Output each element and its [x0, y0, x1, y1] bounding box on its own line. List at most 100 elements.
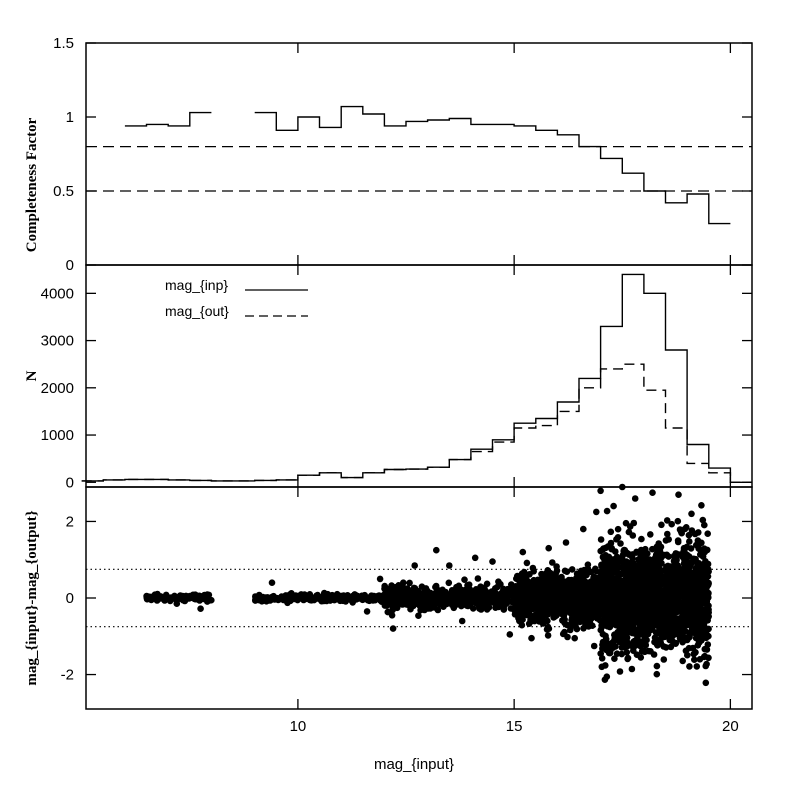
scatter-point	[688, 570, 696, 577]
scatter-point	[602, 552, 609, 559]
scatter-point	[622, 582, 630, 590]
scatter-point	[658, 559, 665, 567]
scatter-point	[672, 564, 679, 571]
scatter-point	[682, 569, 690, 576]
scatter-point	[670, 557, 678, 565]
scatter-point	[620, 546, 628, 554]
scatter-point	[687, 559, 694, 567]
scatter-point	[680, 600, 687, 608]
scatter-point	[614, 554, 621, 562]
scatter-point	[663, 517, 671, 524]
scatter-point	[539, 618, 547, 626]
scatter-point	[660, 656, 668, 663]
scatter-point	[571, 579, 579, 587]
scatter-point	[337, 595, 344, 602]
scatter-point	[197, 605, 204, 612]
scatter-point	[679, 657, 686, 665]
scatter-point	[585, 623, 592, 630]
scatter-point	[208, 596, 215, 604]
scatter-point	[461, 576, 468, 583]
scatter-point	[500, 596, 507, 604]
scatter-point	[557, 600, 565, 608]
series-line-0	[124, 105, 731, 225]
scatter-point	[633, 651, 641, 658]
scatter-point	[625, 528, 633, 536]
scatter-point	[657, 624, 664, 632]
scatter-point	[627, 559, 635, 567]
scatter-point	[433, 546, 440, 554]
scatter-point	[562, 539, 570, 546]
scatter-point	[597, 487, 604, 495]
scatter-point	[692, 610, 699, 618]
scatter-point	[637, 625, 644, 632]
scatter-point	[568, 622, 575, 630]
scatter-point	[469, 605, 477, 612]
scatter-point	[561, 567, 569, 575]
scatter-point	[641, 603, 648, 611]
scatter-point	[649, 615, 657, 623]
scatter-point	[560, 587, 568, 595]
scatter-point	[581, 602, 589, 609]
scatter-point	[696, 569, 704, 577]
scatter-point	[472, 588, 479, 595]
scatter-point	[568, 614, 576, 621]
scatter-point	[695, 639, 703, 646]
scatter-point	[561, 628, 568, 636]
scatter-point	[528, 634, 535, 642]
scatter-point	[662, 644, 670, 651]
scatter-point	[637, 582, 644, 590]
scatter-point	[519, 616, 526, 623]
scatter-point	[704, 641, 712, 648]
scatter-point	[406, 579, 413, 587]
scatter-point	[476, 595, 484, 603]
scatter-point	[680, 547, 687, 555]
scatter-point	[682, 647, 690, 655]
scatter-point	[568, 591, 575, 598]
scatter-point	[638, 630, 645, 638]
scatter-point	[414, 587, 422, 595]
scatter-point	[670, 552, 678, 560]
scatter-point	[649, 489, 656, 497]
scatter-point	[622, 568, 629, 576]
scatter-point	[597, 650, 604, 657]
scatter-point	[611, 655, 618, 662]
scatter-point	[483, 580, 491, 588]
scatter-point	[690, 650, 698, 658]
scatter-point	[679, 553, 687, 561]
scatter-point	[693, 596, 700, 604]
scatter-point	[574, 592, 581, 600]
scatter-point	[647, 531, 654, 538]
scatter-point	[253, 594, 261, 601]
scatter-point	[318, 595, 325, 602]
histogram-plot-frame	[85, 264, 753, 488]
scatter-point	[628, 579, 635, 587]
scatter-point	[701, 573, 708, 581]
scatter-point	[680, 560, 688, 568]
scatter-point	[445, 579, 453, 587]
scatter-point	[524, 585, 532, 592]
scatter-point	[688, 600, 695, 607]
scatter-point	[534, 593, 542, 601]
scatter-point	[616, 668, 624, 675]
scatter-point	[607, 539, 615, 547]
scatter-point	[387, 592, 395, 600]
scatter-point	[526, 571, 533, 578]
scatter-point	[549, 559, 556, 566]
scatter-point	[540, 598, 548, 606]
scatter-point	[413, 598, 421, 606]
scatter-point	[686, 538, 693, 545]
scatter-point	[401, 596, 409, 604]
scatter-point	[626, 624, 634, 631]
scatter-point	[704, 565, 712, 573]
scatter-point	[700, 653, 708, 661]
scatter-point	[514, 584, 521, 591]
scatter-point	[179, 594, 186, 601]
scatter-point	[638, 648, 646, 655]
histogram-ticks: 0 1000 2000 3000 4000	[41, 265, 752, 491]
scatter-point	[612, 548, 619, 555]
scatter-point	[665, 605, 672, 612]
scatter-point	[682, 576, 690, 583]
y-tick-label: 0	[66, 474, 74, 491]
scatter-point	[608, 567, 616, 574]
